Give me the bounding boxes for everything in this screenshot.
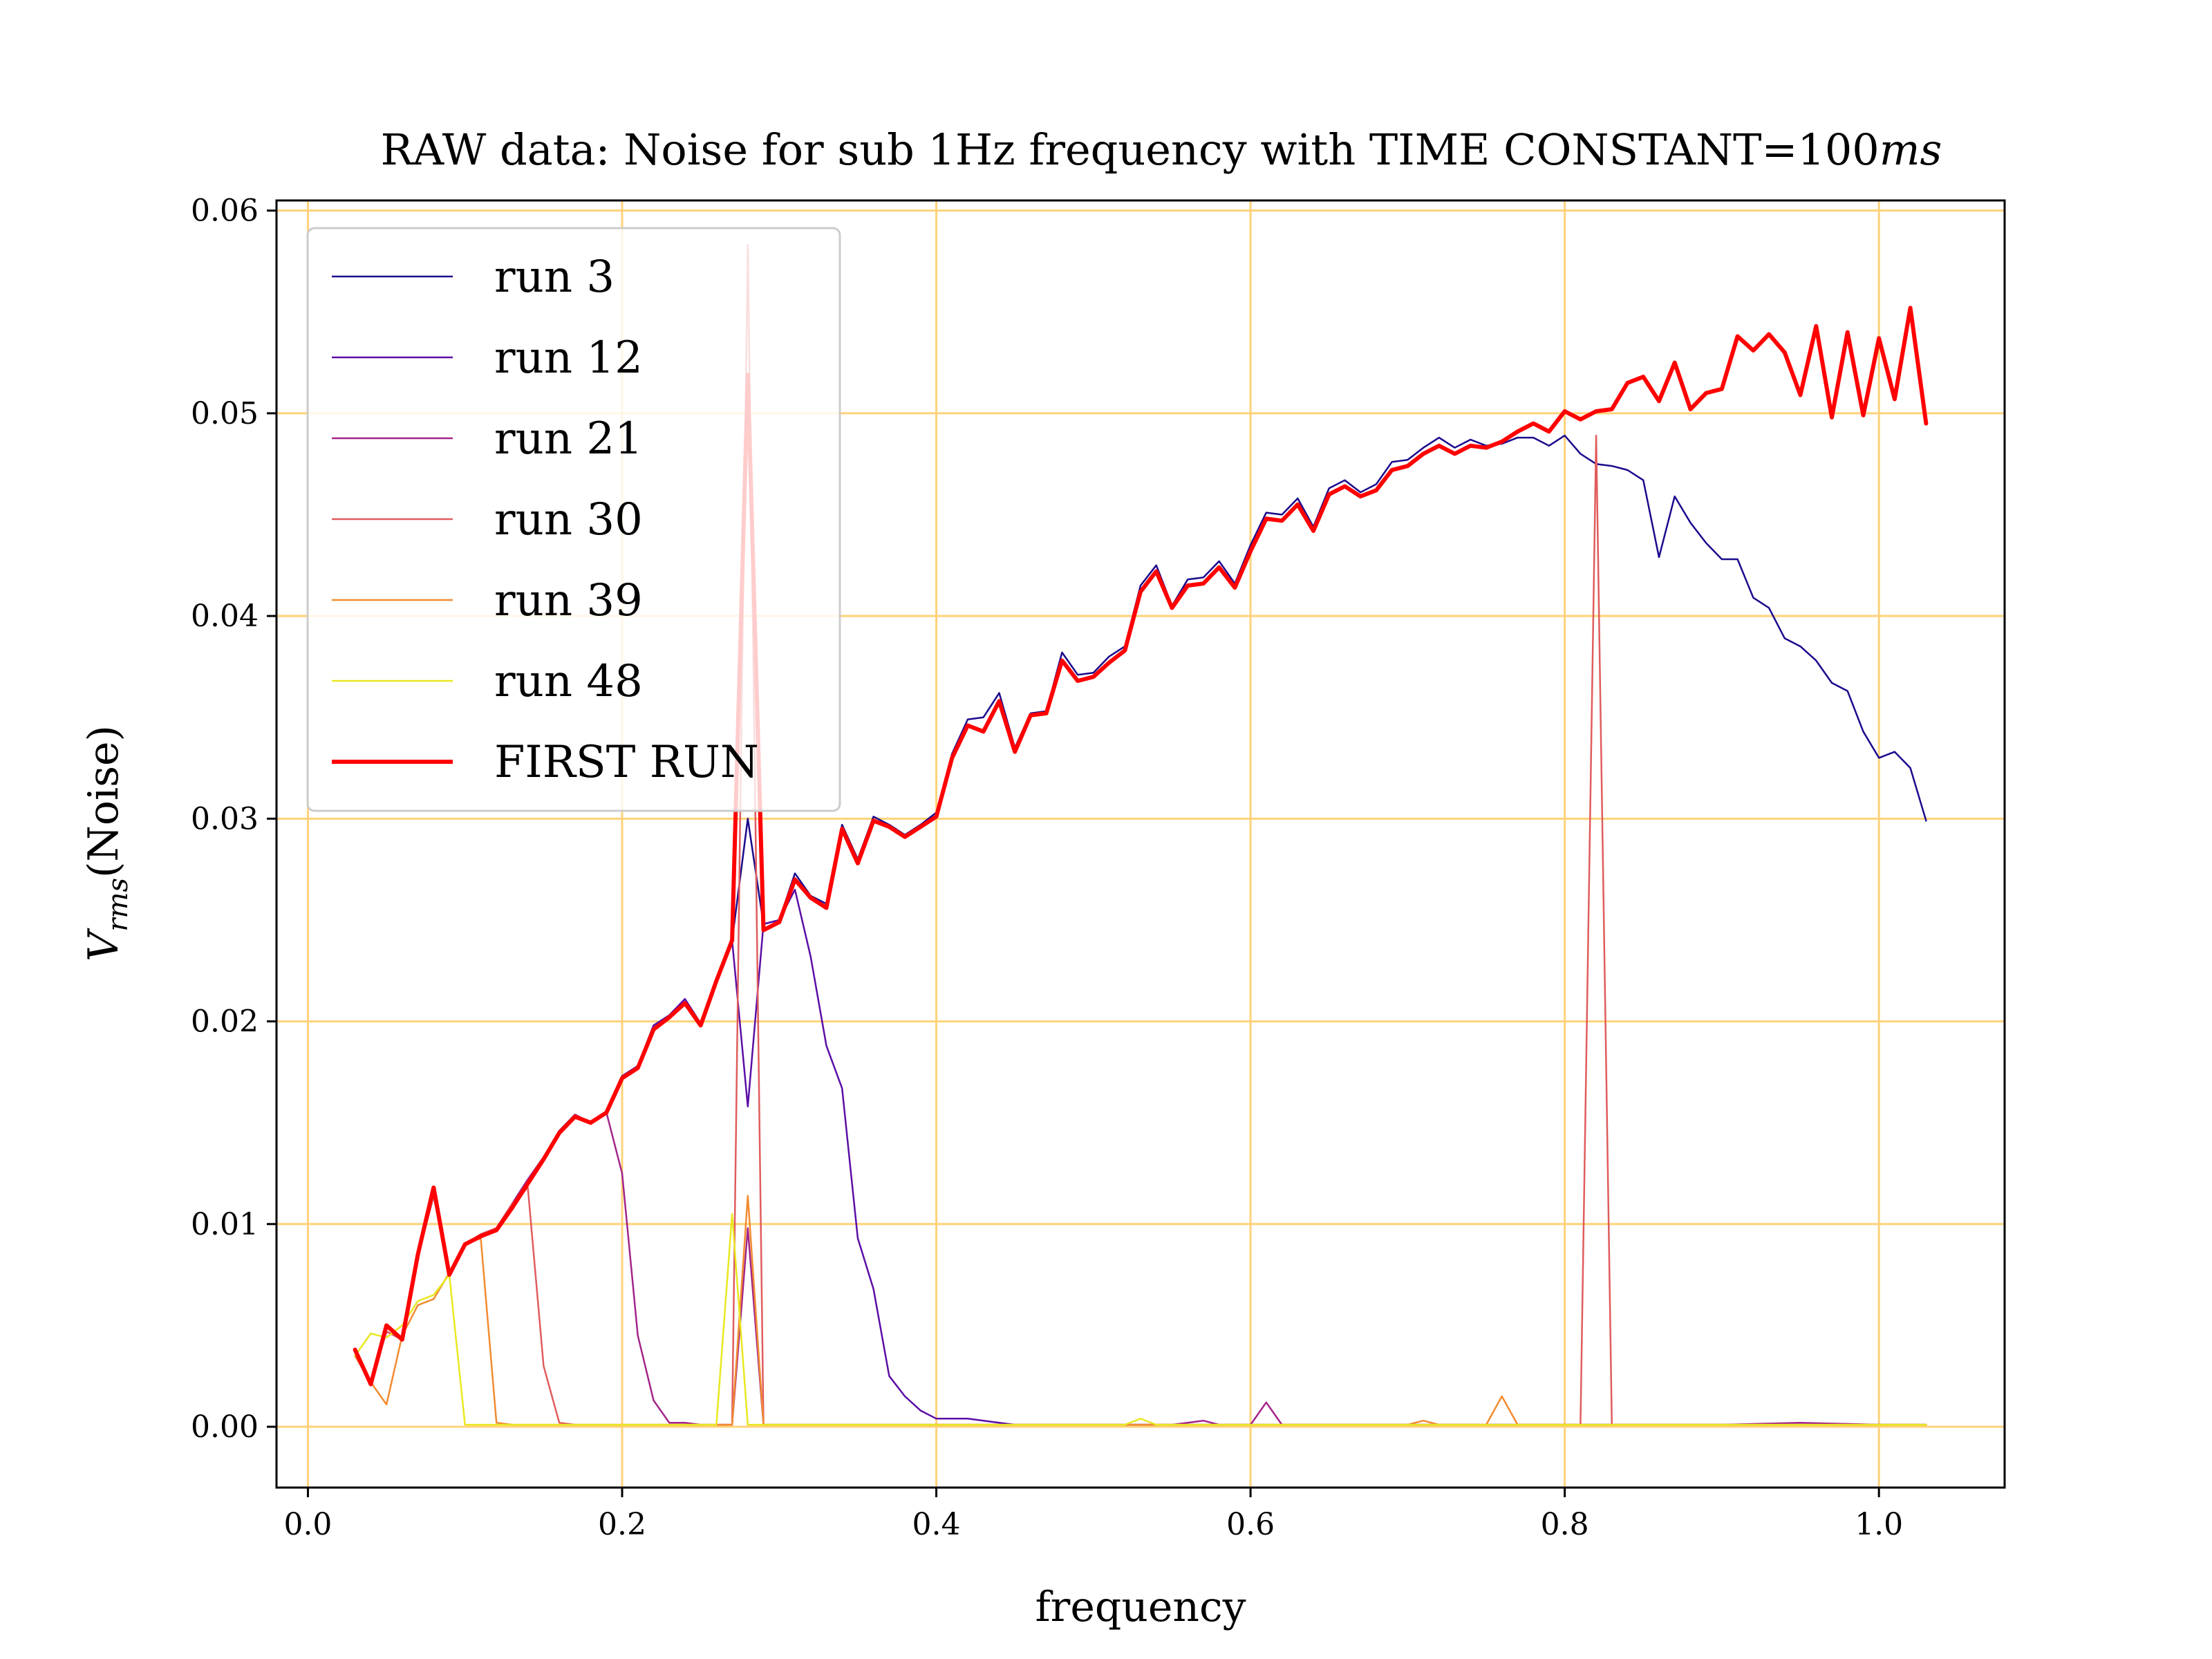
- x-tick-label: 0.8: [1541, 1507, 1589, 1542]
- x-tick-label: 1.0: [1855, 1507, 1903, 1542]
- x-tick-label: 0.0: [283, 1507, 332, 1542]
- legend-label: run 21: [494, 413, 643, 465]
- series-line-run-48: [354, 1212, 1927, 1426]
- plot-area: 0.0 0.2 0.4 0.6 0.8 1.0 0.000.010.020.030.040…: [191, 194, 2006, 1542]
- y-tick-label: 0.04: [191, 599, 259, 634]
- plot-frame: [275, 199, 2006, 1489]
- series-group: [353, 244, 1929, 1426]
- legend-label: run 12: [494, 332, 643, 384]
- legend-label: run 48: [494, 656, 643, 707]
- y-tick-label: 0.02: [191, 1004, 259, 1040]
- x-tick-label: 0.6: [1226, 1507, 1275, 1542]
- legend-label: run 39: [494, 575, 643, 626]
- x-axis: 0.0 0.2 0.4 0.6 0.8 1.0: [283, 1488, 1903, 1542]
- y-axis: 0.00 0.01 0.02 0.03 0.04 0.05 0.06: [191, 194, 276, 1445]
- chart-title: RAW data: Noise for sub 1Hz frequency wi…: [381, 124, 1942, 175]
- legend-box: [306, 227, 841, 812]
- y-tick-label: 0.03: [191, 801, 259, 836]
- y-tick-label: 0.06: [191, 194, 259, 229]
- legend-label: run 30: [494, 494, 643, 545]
- y-tick-label: 0.05: [191, 396, 259, 431]
- legend: run 3 run 12 run 21 run 30 run 39 run 48 FIRST…: [306, 227, 841, 812]
- legend-label: FIRST RUN: [494, 737, 759, 788]
- legend-label: run 3: [494, 252, 615, 303]
- legend-items: run 3 run 12 run 21 run 30 run 39 run 48 FIRST…: [332, 252, 759, 788]
- grid: [276, 200, 2005, 1488]
- y-axis-label: Vrms(Noise): [79, 725, 134, 962]
- x-tick-label: 0.2: [598, 1507, 646, 1542]
- x-tick-label: 0.4: [912, 1507, 961, 1542]
- x-axis-label: frequency: [1035, 1583, 1246, 1631]
- y-tick-label: 0.01: [191, 1207, 259, 1242]
- y-tick-label: 0.00: [191, 1409, 259, 1445]
- series-line-first-run: [353, 306, 1929, 1387]
